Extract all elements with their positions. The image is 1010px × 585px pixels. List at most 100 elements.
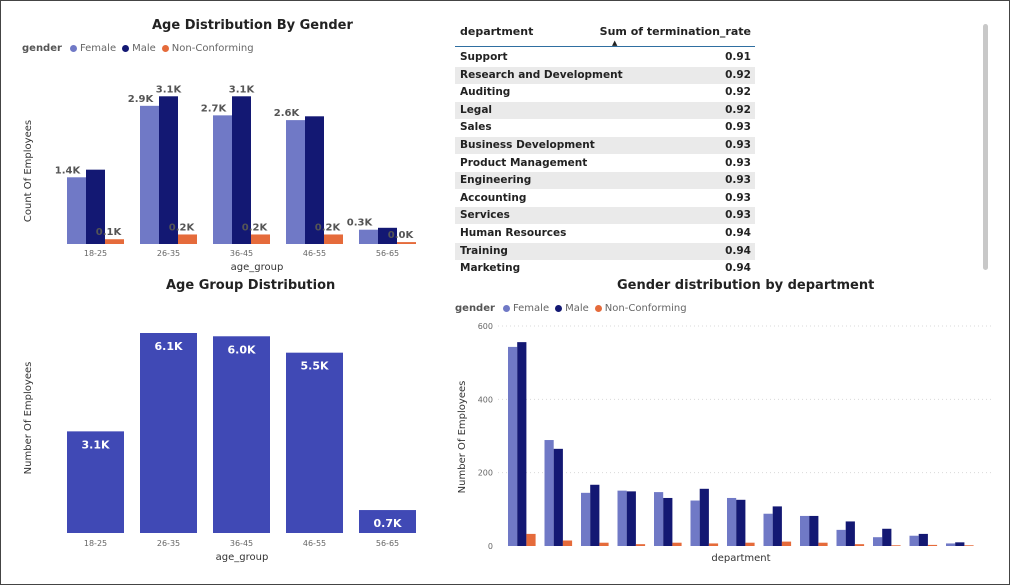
- age-group-plot: 3.1K 18-25 6.1K 26-35 6.0K 36-45 5.5K 46-55 0.7K…: [23, 333, 416, 563]
- sort-ascending-icon[interactable]: ▲: [612, 39, 618, 47]
- x-tick-label: 36-45: [230, 249, 253, 258]
- legend-item-male[interactable]: Male: [120, 43, 156, 54]
- bar-department-5-female: [654, 492, 664, 546]
- cell-department: Sales: [460, 121, 492, 134]
- cell-termination-rate: 0.94: [725, 262, 751, 275]
- legend-dot-icon: [122, 45, 130, 52]
- cell-department: Support: [460, 51, 508, 63]
- data-label: 0.3K: [347, 218, 374, 229]
- x-tick-label: 18-25: [84, 249, 107, 258]
- bar-department-8-non-conforming: [781, 541, 792, 546]
- age-group-chart-visual[interactable]: Age Group Distribution 3.1K 18-25 6.1K 26-3…: [18, 276, 438, 566]
- legend-item-female[interactable]: Female: [68, 43, 116, 54]
- bar-department-11-female: [873, 537, 883, 546]
- bar-department-2-male: [553, 448, 563, 546]
- bar-department-9-male: [809, 515, 819, 546]
- table-header: department Sum of termination_rate ▲: [455, 18, 755, 47]
- bar-department-13-female: [946, 543, 956, 546]
- table-row[interactable]: Legal 0.92: [455, 101, 755, 119]
- bar-department-11-non-conforming: [891, 545, 901, 546]
- bar-department-2-non-conforming: [562, 540, 573, 546]
- cell-termination-rate: 0.92: [725, 86, 751, 99]
- data-label: 2.9K: [128, 94, 155, 105]
- bar-56-65-male: [378, 227, 397, 244]
- bar-department-7-female: [727, 497, 737, 546]
- table-row[interactable]: Human Resources 0.94: [455, 225, 755, 242]
- chart-legend: gender Female Male Non-Conforming: [455, 303, 687, 314]
- chart-legend: gender Female Male Non-Conforming: [22, 43, 254, 54]
- cell-department: Accounting: [460, 191, 527, 204]
- cell-department: Services: [460, 209, 510, 222]
- table-row[interactable]: Sales 0.93: [455, 119, 755, 136]
- gender-department-chart-visual[interactable]: Gender distribution by department gender…: [448, 276, 1000, 566]
- cell-termination-rate: 0.94: [725, 244, 751, 257]
- bar-department-12-non-conforming: [927, 544, 938, 546]
- legend-item-male[interactable]: Male: [553, 303, 589, 314]
- table-row[interactable]: Accounting 0.93: [455, 190, 755, 207]
- table-row[interactable]: Marketing 0.94: [455, 260, 755, 276]
- bar-department-5-non-conforming: [672, 542, 682, 546]
- age-gender-chart-visual[interactable]: Age Distribution By Gender gender Female…: [18, 14, 438, 276]
- bar-department-9-non-conforming: [818, 542, 828, 546]
- y-axis-label: Count Of Employees: [23, 120, 34, 222]
- table-row[interactable]: Support 0.91: [455, 49, 755, 66]
- table-scrollbar[interactable]: [983, 24, 988, 270]
- bar-36-45-non-conforming: [251, 234, 270, 244]
- termination-rate-table[interactable]: department Sum of termination_rate ▲ Sup…: [455, 18, 765, 276]
- legend-item-non-conforming[interactable]: Non-Conforming: [160, 43, 254, 54]
- table-row[interactable]: Services 0.93: [455, 207, 755, 225]
- bar-46-55-male: [305, 116, 324, 244]
- chart-title: Age Distribution By Gender: [152, 18, 353, 33]
- cell-termination-rate: 0.93: [725, 156, 751, 169]
- bar-department-8-female: [763, 513, 773, 546]
- bar-department-1-female: [508, 346, 518, 546]
- table-row[interactable]: Training 0.94: [455, 242, 755, 260]
- data-label: 1.4K: [55, 165, 82, 176]
- cell-department: Product Management: [460, 156, 588, 169]
- legend-item-non-conforming[interactable]: Non-Conforming: [593, 303, 687, 314]
- column-header-termination-rate[interactable]: Sum of termination_rate: [599, 25, 751, 38]
- legend-title: gender: [455, 303, 495, 314]
- bar-department-3-male: [590, 484, 600, 546]
- cell-termination-rate: 0.93: [725, 209, 751, 222]
- cell-termination-rate: 0.91: [725, 51, 751, 63]
- bar-department-8-male: [772, 506, 782, 546]
- legend-dot-icon: [555, 305, 563, 312]
- bar-26-35: [140, 333, 197, 533]
- data-label: 5.5K: [300, 360, 328, 373]
- legend-item-female[interactable]: Female: [501, 303, 549, 314]
- x-tick-label: 56-65: [376, 249, 399, 258]
- bar-36-45-female: [213, 115, 232, 245]
- x-tick-label: 56-65: [376, 539, 399, 548]
- bar-56-65-female: [359, 229, 378, 244]
- cell-department: Business Development: [460, 139, 595, 151]
- x-axis-label: age_group: [216, 552, 269, 563]
- bar-department-10-non-conforming: [854, 544, 865, 546]
- cell-termination-rate: 0.93: [725, 191, 751, 204]
- y-axis-label: Number Of Employees: [457, 381, 468, 494]
- bar-department-6-male: [699, 488, 709, 546]
- bar-46-55: [286, 352, 343, 533]
- data-label: 3.1K: [81, 438, 109, 451]
- cell-termination-rate: 0.92: [725, 103, 751, 116]
- bar-18-25: [67, 431, 124, 533]
- data-label: 2.7K: [201, 103, 228, 114]
- table-row[interactable]: Research and Development 0.92: [455, 66, 755, 84]
- cell-department: Training: [460, 244, 508, 257]
- cell-department: Auditing: [460, 86, 511, 99]
- y-tick-label: 400: [478, 395, 493, 404]
- legend-title: gender: [22, 43, 62, 54]
- bar-department-4-non-conforming: [635, 544, 646, 546]
- data-label: 3.1K: [229, 84, 256, 95]
- table-row[interactable]: Business Development 0.93: [455, 137, 755, 154]
- table-row[interactable]: Product Management 0.93: [455, 155, 755, 172]
- column-header-department[interactable]: department: [460, 25, 534, 38]
- table-row[interactable]: Auditing 0.92: [455, 84, 755, 101]
- cell-termination-rate: 0.93: [725, 174, 751, 187]
- x-axis-label: age_group: [231, 262, 284, 273]
- legend-label: Non-Conforming: [604, 303, 687, 314]
- gender-department-plot: 0 200 400 600 department Number Of Employees: [457, 322, 993, 564]
- cell-department: Legal: [460, 103, 493, 116]
- bar-26-35-female: [140, 105, 159, 244]
- table-row[interactable]: Engineering 0.93: [455, 172, 755, 190]
